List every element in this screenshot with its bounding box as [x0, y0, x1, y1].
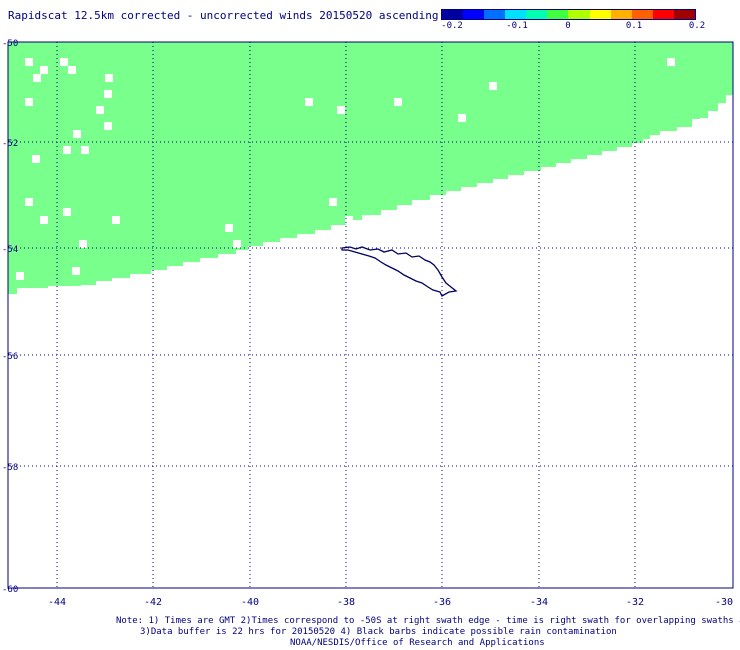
lon-label: -36 [433, 597, 451, 608]
missing-data-cell [233, 240, 241, 248]
missing-data-cell [68, 66, 76, 74]
lon-label: -34 [530, 597, 548, 608]
colorbar-segment [610, 10, 632, 19]
colorbar-segment [568, 10, 590, 19]
missing-data-cell [96, 106, 104, 114]
colorbar-segment [547, 10, 569, 19]
south-georgia-coastline [341, 246, 458, 297]
missing-data-cell [337, 106, 345, 114]
map-title: Rapidscat 12.5km corrected - uncorrected… [8, 9, 439, 22]
missing-data-cell [25, 58, 33, 66]
lat-label: -52 [2, 139, 18, 149]
missing-data-cell [72, 267, 80, 275]
missing-data-cell [112, 216, 120, 224]
colorbar-segment [631, 10, 653, 19]
missing-data-cell [329, 198, 337, 206]
lon-label: -44 [48, 597, 66, 608]
missing-data-cell [63, 146, 71, 154]
missing-data-cell [60, 58, 68, 66]
missing-data-cell [81, 146, 89, 154]
missing-data-cell [73, 130, 81, 138]
footnote-line-2: 3)Data buffer is 22 hrs for 20150520 4) … [140, 627, 617, 637]
colorbar-segment [526, 10, 548, 19]
colorbar-segment [652, 10, 674, 19]
longitude-labels: -44 -42 -40 -38 -36 -34 -32 -30 [48, 597, 733, 608]
missing-data-cell [40, 216, 48, 224]
missing-data-cell [458, 114, 466, 122]
lon-label: -42 [144, 597, 162, 608]
colorbar [441, 9, 696, 20]
missing-data-cell [394, 98, 402, 106]
footnote-line-3: NOAA/NESDIS/Office of Research and Appli… [290, 638, 545, 648]
lat-label: -60 [2, 585, 18, 595]
colorbar-segment [505, 10, 527, 19]
lon-label: -30 [715, 597, 733, 608]
missing-data-cell [105, 74, 113, 82]
colorbar-segment [673, 10, 695, 19]
colorbar-segment [463, 10, 485, 19]
missing-data-cell [225, 224, 233, 232]
lon-label: -40 [241, 597, 259, 608]
lat-lon-grid [8, 42, 733, 588]
colorbar-label-max: 0.2 [688, 21, 706, 31]
missing-data-cell [104, 122, 112, 130]
missing-data-cells [16, 58, 675, 280]
lon-label: -38 [337, 597, 355, 608]
map-frame [7, 41, 734, 589]
missing-data-cell [25, 198, 33, 206]
latitude-labels: -50 -52 -54 -56 -58 -60 [2, 39, 18, 595]
wind-swath [8, 42, 733, 294]
lat-label: -50 [2, 39, 18, 49]
colorbar-label-min: -0.2 [441, 21, 463, 31]
colorbar-segment [589, 10, 611, 19]
missing-data-cell [345, 216, 353, 224]
colorbar-label-neg: -0.1 [506, 21, 528, 31]
missing-data-cell [667, 58, 675, 66]
colorbar-label-pos: 0.1 [625, 21, 643, 31]
lat-label: -58 [2, 463, 18, 473]
missing-data-cell [104, 90, 112, 98]
missing-data-cell [16, 272, 24, 280]
missing-data-cell [489, 82, 497, 90]
lat-label: -56 [2, 352, 18, 362]
missing-data-cell [32, 155, 40, 163]
colorbar-segment [484, 10, 506, 19]
footnote-line-1: Note: 1) Times are GMT 2)Times correspon… [116, 616, 740, 626]
missing-data-cell [305, 98, 313, 106]
missing-data-cell [40, 66, 48, 74]
colorbar-label-zero: 0 [565, 21, 571, 31]
lon-label: -32 [626, 597, 644, 608]
missing-data-cell [25, 98, 33, 106]
missing-data-cell [63, 208, 71, 216]
missing-data-cell [33, 74, 41, 82]
colorbar-segment [442, 10, 464, 19]
missing-data-cell [79, 240, 87, 248]
lat-label: -54 [2, 245, 18, 255]
